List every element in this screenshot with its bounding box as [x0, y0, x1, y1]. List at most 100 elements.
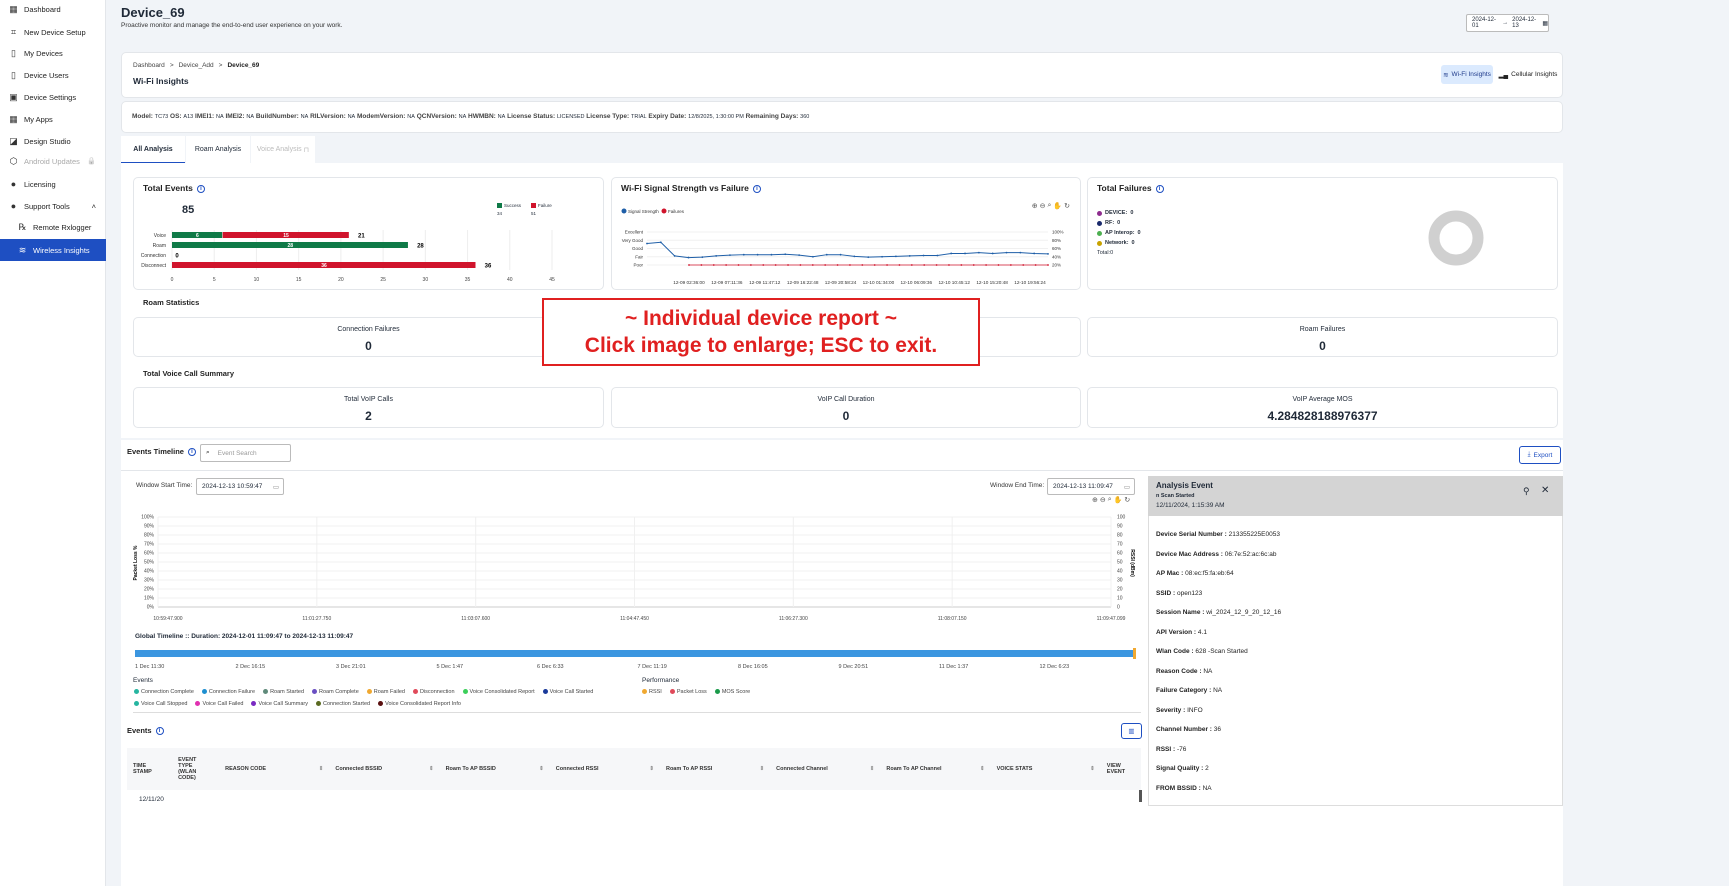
legend-failure[interactable]: Failure 51	[531, 203, 552, 216]
data-point[interactable]	[701, 256, 704, 259]
data-point[interactable]	[715, 255, 718, 257]
window-start-input[interactable]: 2024-12-13 10:59:47 ▭	[196, 478, 284, 495]
data-point[interactable]	[825, 253, 828, 256]
legend-item[interactable]: Voice Call Started	[542, 689, 593, 695]
legend-item[interactable]: Roam Failed	[366, 689, 405, 695]
data-point[interactable]	[861, 264, 864, 266]
data-point[interactable]	[1005, 251, 1008, 254]
legend-item[interactable]: Packet Loss	[669, 689, 707, 695]
legend-item[interactable]: MOS Score	[714, 689, 750, 695]
data-point[interactable]	[799, 264, 802, 266]
data-point[interactable]	[1033, 252, 1036, 255]
data-point[interactable]	[1022, 264, 1025, 266]
sidebar-item-device-users[interactable]: ▯ Device Users	[0, 64, 106, 86]
data-point[interactable]	[659, 241, 662, 244]
magnify-icon[interactable]: ⌕	[1047, 202, 1052, 209]
tab-roam-analysis[interactable]: Roam Analysis	[186, 136, 250, 163]
data-point[interactable]	[997, 264, 1000, 266]
legend-signal-label[interactable]: Signal Strength	[628, 209, 659, 214]
event-search-input[interactable]: ⌕ Event Search	[200, 444, 291, 462]
column-header[interactable]: Connected BSSID ⇕	[329, 748, 439, 790]
legend-item[interactable]: Disconnection	[412, 689, 455, 695]
sort-icon[interactable]: ⇕	[318, 766, 324, 772]
data-point[interactable]	[910, 264, 913, 266]
data-point[interactable]	[762, 264, 765, 266]
info-icon[interactable]: i	[196, 184, 205, 193]
data-point[interactable]	[908, 255, 911, 257]
global-timeline-handle[interactable]	[1133, 648, 1136, 659]
cellular-insights-button[interactable]: ▂▄ Cellular Insights	[1498, 65, 1558, 84]
breadcrumb-device-add[interactable]: Device_Add	[178, 62, 214, 69]
legend-item[interactable]: Voice Call Failed	[195, 701, 243, 707]
pan-icon[interactable]: ✋	[1113, 497, 1123, 504]
info-icon[interactable]: i	[1155, 184, 1164, 193]
legend-item[interactable]: RSSI	[642, 689, 662, 695]
data-point[interactable]	[700, 264, 703, 266]
data-point[interactable]	[923, 264, 926, 266]
data-point[interactable]	[749, 264, 752, 266]
legend-item[interactable]: Voice Consolidated Report Info	[378, 701, 461, 707]
zoom-out-icon[interactable]: ⊖	[1099, 497, 1106, 504]
wifi-insights-button[interactable]: ≋ Wi-Fi Insights	[1441, 65, 1493, 84]
data-point[interactable]	[839, 253, 842, 256]
magnify-icon[interactable]: ⌕	[1107, 496, 1112, 503]
zoom-in-icon[interactable]: ⊕	[1092, 497, 1098, 504]
sidebar-item-remote-rxlogger[interactable]: ℞ Remote Rxlogger	[0, 216, 106, 238]
sidebar-item-new-device-setup[interactable]: ⌗ New Device Setup	[0, 21, 106, 43]
data-point[interactable]	[798, 254, 801, 256]
legend-item[interactable]: Connection Started	[315, 701, 370, 707]
data-point[interactable]	[836, 264, 839, 266]
data-point[interactable]	[729, 254, 731, 256]
legend-failures-label[interactable]: Failures	[668, 209, 685, 214]
export-button[interactable]: ⤓ Export	[1519, 446, 1561, 464]
data-point[interactable]	[1034, 264, 1037, 266]
bar-failure[interactable]	[222, 232, 349, 238]
data-point[interactable]	[867, 256, 870, 259]
legend-success[interactable]: Success 34	[497, 203, 521, 216]
data-point[interactable]	[1047, 252, 1049, 255]
column-header[interactable]: Roam To AP RSSI ⇕	[660, 748, 770, 790]
enlarge-overlay-banner[interactable]: ~ Individual device report ~ Click image…	[542, 298, 980, 366]
data-point[interactable]	[950, 252, 953, 255]
sidebar-item-design-studio[interactable]: ◪ Design Studio	[0, 130, 106, 152]
sort-icon[interactable]: ⇕	[649, 766, 654, 772]
data-point[interactable]	[898, 264, 901, 266]
sidebar-item-licensing[interactable]: ● Licensing	[0, 173, 106, 195]
data-point[interactable]	[824, 264, 827, 266]
pan-icon[interactable]: ✋	[1053, 203, 1063, 210]
legend-item[interactable]: Voice Call Stopped	[134, 701, 187, 707]
data-point[interactable]	[881, 255, 883, 258]
column-header[interactable]: Roam To AP Channel ⇕	[880, 748, 990, 790]
column-header[interactable]: VIEW EVENT	[1101, 748, 1141, 790]
window-end-input[interactable]: 2024-12-13 11:09:47 ▭	[1047, 478, 1135, 495]
data-point[interactable]	[886, 264, 888, 266]
bar-failure[interactable]	[172, 262, 476, 268]
legend-item[interactable]: Roam Started	[263, 689, 304, 695]
sidebar-item-my-devices[interactable]: ▯ My Devices	[0, 42, 106, 64]
data-point[interactable]	[774, 264, 777, 266]
legend-item[interactable]: Voice Consolidated Report	[462, 689, 535, 695]
data-point[interactable]	[853, 255, 856, 258]
column-header[interactable]: VOICE STATS ⇕	[991, 748, 1101, 790]
data-point[interactable]	[977, 251, 980, 254]
sort-icon[interactable]: ⇕	[869, 766, 875, 772]
data-point[interactable]	[688, 264, 690, 266]
data-point[interactable]	[991, 252, 994, 255]
data-point[interactable]	[712, 264, 715, 266]
column-settings-button[interactable]: ▥	[1121, 723, 1142, 739]
column-header[interactable]: Connected RSSI ⇕	[550, 748, 660, 790]
info-icon[interactable]: i	[187, 448, 196, 457]
sidebar-item-wireless-insights[interactable]: ≋ Wireless Insights	[0, 239, 106, 261]
sort-icon[interactable]: ⇕	[1090, 766, 1095, 772]
legend-item[interactable]: Connection Failure	[201, 689, 255, 695]
bar-success[interactable]	[172, 242, 408, 248]
data-point[interactable]	[985, 264, 988, 266]
data-point[interactable]	[922, 254, 925, 257]
column-header[interactable]: TIME STAMP	[127, 748, 172, 790]
global-timeline-bar[interactable]	[135, 650, 1136, 657]
data-point[interactable]	[948, 264, 950, 266]
data-point[interactable]	[1047, 264, 1049, 266]
data-point[interactable]	[725, 264, 728, 266]
data-point[interactable]	[1019, 251, 1022, 254]
close-icon[interactable]: ✕	[1541, 485, 1550, 496]
